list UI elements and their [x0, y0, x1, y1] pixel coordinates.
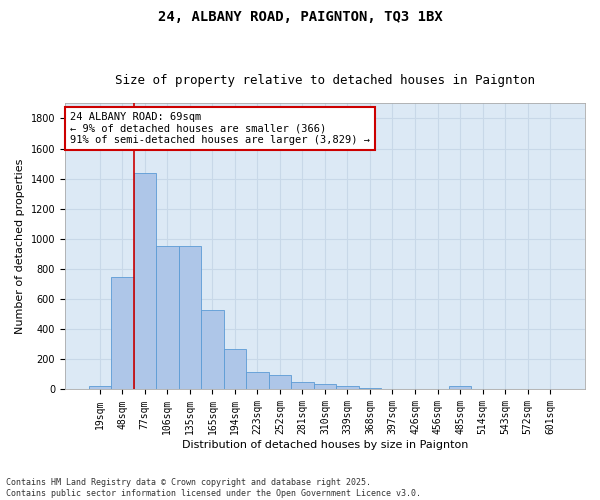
Text: 24 ALBANY ROAD: 69sqm
← 9% of detached houses are smaller (366)
91% of semi-deta: 24 ALBANY ROAD: 69sqm ← 9% of detached h… [70, 112, 370, 145]
Bar [426, 388, 449, 390]
Text: 24, ALBANY ROAD, PAIGNTON, TQ3 1BX: 24, ALBANY ROAD, PAIGNTON, TQ3 1BX [158, 10, 442, 24]
Bar [381, 388, 404, 390]
Text: Contains HM Land Registry data © Crown copyright and database right 2025.
Contai: Contains HM Land Registry data © Crown c… [6, 478, 421, 498]
Bar [134, 172, 156, 390]
Bar [269, 375, 291, 390]
Bar [314, 384, 336, 390]
Bar [359, 388, 381, 390]
Bar [246, 372, 269, 390]
Bar [179, 246, 201, 390]
Bar [449, 386, 471, 390]
Bar [111, 276, 134, 390]
Bar [291, 382, 314, 390]
Bar [517, 388, 539, 390]
Bar [471, 388, 494, 390]
Bar [336, 386, 359, 390]
Bar [539, 388, 562, 390]
Y-axis label: Number of detached properties: Number of detached properties [15, 159, 25, 334]
Bar [156, 246, 179, 390]
Title: Size of property relative to detached houses in Paignton: Size of property relative to detached ho… [115, 74, 535, 87]
X-axis label: Distribution of detached houses by size in Paignton: Distribution of detached houses by size … [182, 440, 468, 450]
Bar [224, 349, 246, 390]
Bar [494, 388, 517, 390]
Bar [404, 388, 426, 390]
Bar [89, 386, 111, 390]
Bar [201, 310, 224, 390]
